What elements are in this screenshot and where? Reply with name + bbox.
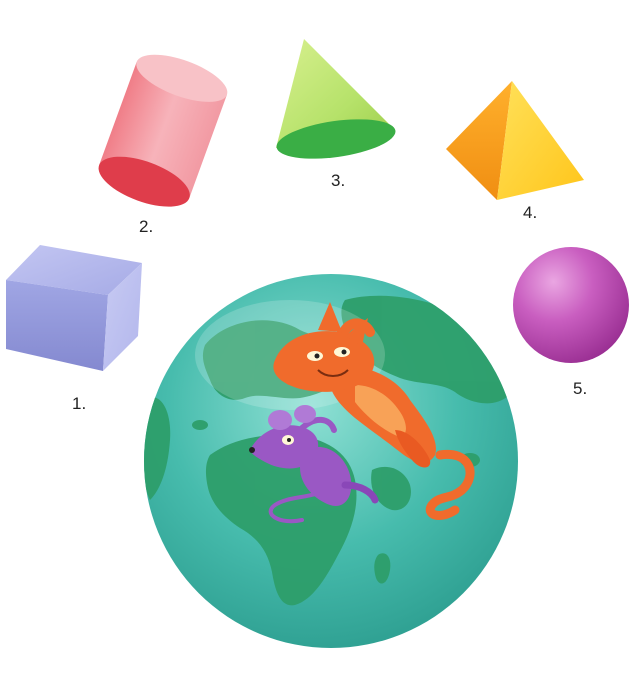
- pyramid-shape: [446, 81, 584, 200]
- cone-shape: [276, 39, 396, 159]
- mouse-character: [249, 405, 379, 524]
- cat-character: [273, 302, 475, 520]
- shape-label-5: 5.: [573, 379, 588, 398]
- shape-label-2: 2.: [139, 217, 154, 236]
- shape-label-4: 4.: [523, 203, 538, 222]
- cylinder-shape: [98, 54, 228, 207]
- sphere-shape: [513, 247, 629, 363]
- shape-label-3: 3.: [331, 171, 346, 190]
- shape-label-1: 1.: [72, 394, 87, 413]
- cube-shape: [6, 245, 142, 371]
